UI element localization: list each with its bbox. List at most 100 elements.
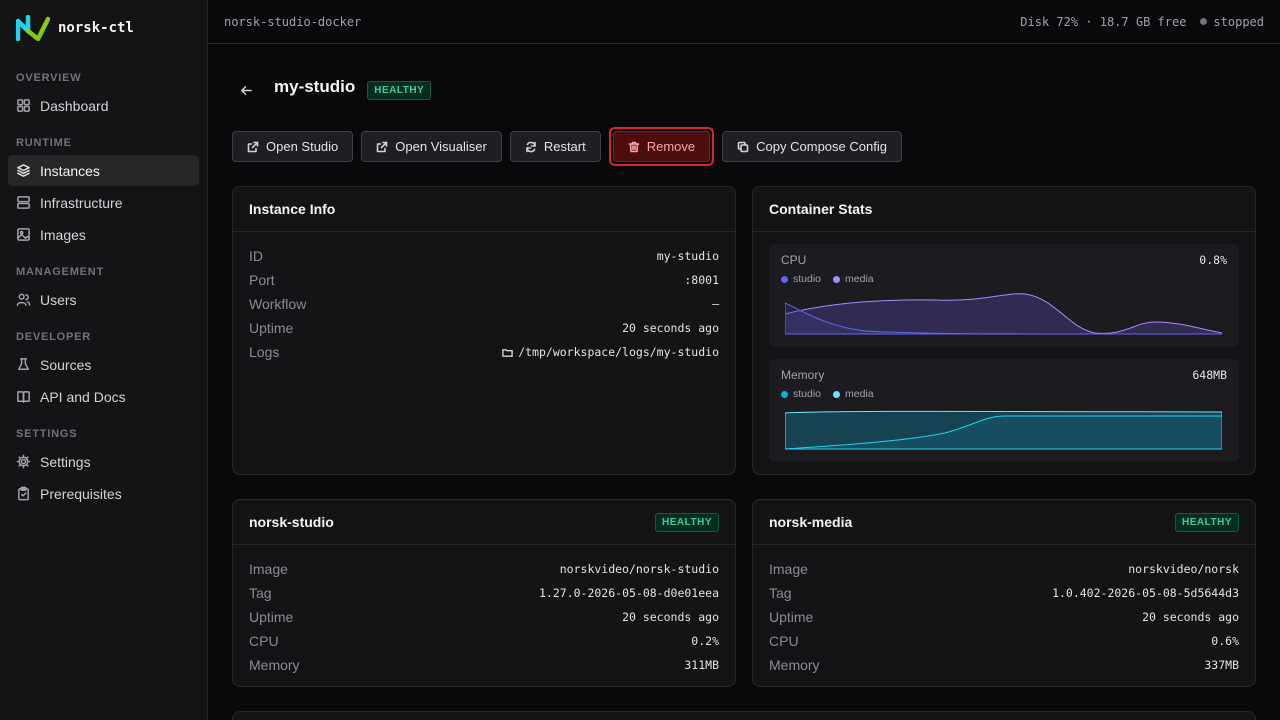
status-badge: HEALTHY — [367, 80, 432, 100]
detail-row: Memory 311MB — [249, 653, 719, 677]
row-key: Logs — [249, 344, 280, 360]
cpu-label: CPU — [781, 253, 807, 267]
nav-heading-management: MANAGEMENT — [16, 266, 105, 278]
legend-label: media — [845, 388, 874, 400]
sidebar-item-settings[interactable]: Settings — [8, 446, 199, 477]
restart-label: Restart — [543, 139, 586, 154]
sidebar-item-label: Sources — [40, 356, 92, 373]
row-key: Tag — [769, 585, 792, 601]
nav-heading-settings: SETTINGS — [16, 428, 78, 440]
open-studio-label: Open Studio — [266, 139, 339, 154]
sidebar-item-label: Instances — [40, 162, 100, 179]
sidebar-item-infrastructure[interactable]: Infrastructure — [8, 187, 199, 218]
info-row-id: ID my-studio — [249, 244, 719, 268]
sidebar-item-instances[interactable]: Instances — [8, 155, 199, 186]
memory-legend: studio media — [781, 388, 874, 400]
memory-sparkline — [785, 410, 1222, 450]
card-title: Instance Info — [249, 201, 336, 217]
open-visualiser-button[interactable]: Open Visualiser — [361, 131, 502, 162]
sidebar-item-label: Settings — [40, 453, 91, 470]
copy-compose-button[interactable]: Copy Compose Config — [722, 131, 902, 162]
row-value: 1.27.0-2026-05-08-d0e01eea — [538, 586, 719, 600]
copy-compose-label: Copy Compose Config — [756, 139, 887, 154]
info-row-logs: Logs /tmp/workspace/logs/my-studio — [249, 340, 719, 364]
cpu-stat-box: CPU 0.8% studio media — [769, 244, 1239, 347]
remove-button[interactable]: Remove — [612, 131, 711, 162]
norsk-media-card: norsk-media HEALTHY Image norskvideo/nors… — [752, 499, 1256, 687]
memory-stat-box: Memory 648MB studio media — [769, 359, 1239, 462]
sidebar-item-api-docs[interactable]: API and Docs — [8, 381, 199, 412]
memory-media-area — [785, 415, 1222, 450]
sidebar-item-sources[interactable]: Sources — [8, 349, 199, 380]
detail-row: Image norskvideo/norsk-studio — [249, 557, 719, 581]
restart-button[interactable]: Restart — [509, 131, 601, 162]
back-button[interactable] — [232, 76, 260, 104]
row-value: 337MB — [1204, 658, 1239, 672]
status-dot-icon — [1200, 18, 1208, 25]
row-value: 20 seconds ago — [622, 610, 719, 624]
memory-studio-area — [785, 410, 1222, 450]
sidebar-item-label: Dashboard — [40, 97, 109, 114]
row-key: Tag — [249, 585, 272, 601]
folder-icon — [502, 348, 513, 357]
status-badge: HEALTHY — [655, 512, 719, 532]
status-badge: HEALTHY — [1175, 512, 1239, 532]
legend-swatch — [781, 275, 788, 283]
cpu-legend: studio media — [781, 273, 874, 285]
sidebar-item-users[interactable]: Users — [8, 284, 199, 315]
row-value: my-studio — [656, 249, 719, 263]
row-value: — — [712, 297, 719, 311]
daemon-status: stopped — [1200, 15, 1264, 29]
detail-row: Tag 1.0.402-2026-05-08-5d5644d3 — [769, 581, 1239, 605]
brand[interactable]: norsk-ctl — [0, 0, 207, 56]
sidebar-item-prerequisites[interactable]: Prerequisites — [8, 478, 199, 509]
row-value: 1.0.402-2026-05-08-5d5644d3 — [1052, 586, 1239, 600]
row-value: 0.2% — [691, 634, 719, 648]
legend-swatch — [781, 390, 788, 398]
sidebar-item-label: Prerequisites — [40, 485, 122, 502]
info-row-workflow: Workflow — — [249, 292, 719, 316]
sidebar-item-images[interactable]: Images — [8, 219, 199, 250]
legend-item-media: media — [833, 388, 874, 400]
row-key: Image — [249, 561, 288, 577]
card-title: norsk-studio — [249, 514, 334, 530]
logs-link[interactable]: /tmp/workspace/logs/my-studio — [502, 345, 719, 359]
external-link-icon — [376, 141, 388, 152]
detail-row: Uptime 20 seconds ago — [249, 605, 719, 629]
next-card — [232, 711, 1256, 720]
logs-path: /tmp/workspace/logs/my-studio — [518, 345, 719, 359]
remove-label: Remove — [646, 139, 696, 154]
row-value: 0.6% — [1211, 634, 1239, 648]
open-visualiser-label: Open Visualiser — [395, 139, 487, 154]
instance-info-card: Instance Info ID my-studio Port:8001 Work… — [232, 186, 736, 475]
info-row-port: Port:8001 — [249, 268, 719, 292]
row-key: Image — [769, 561, 808, 577]
row-key: Uptime — [249, 609, 294, 625]
row-value: 20 seconds ago — [1142, 610, 1239, 624]
detail-row: Memory 337MB — [769, 653, 1239, 677]
sidebar-item-dashboard[interactable]: Dashboard — [8, 90, 199, 121]
sidebar: norsk-ctl OVERVIEW Dashboard RUNTIME Ins… — [0, 0, 208, 720]
page-header: my-studio HEALTHY — [232, 70, 432, 104]
open-studio-button[interactable]: Open Studio — [232, 131, 354, 162]
row-value: norskvideo/norsk-studio — [559, 562, 719, 576]
page-title: my-studio — [274, 77, 356, 96]
users-icon — [16, 293, 31, 306]
detail-row: Image norskvideo/norsk — [769, 557, 1239, 581]
row-key: CPU — [769, 633, 799, 649]
row-value: 20 seconds ago — [622, 321, 719, 335]
row-key: Memory — [769, 657, 820, 673]
row-key: Uptime — [249, 320, 294, 336]
disk-usage: Disk 72% · 18.7 GB free — [1020, 14, 1187, 29]
cpu-value: 0.8% — [1199, 253, 1227, 267]
grid-icon — [17, 99, 30, 112]
sidebar-item-label: API and Docs — [40, 388, 126, 405]
detail-row: CPU 0.6% — [769, 629, 1239, 653]
row-key: Port — [249, 272, 275, 288]
cpu-studio-area — [785, 302, 1222, 335]
server-icon — [17, 196, 30, 209]
book-icon — [17, 391, 30, 403]
main-content: norsk-studio-docker Disk 72% · 18.7 GB f… — [208, 0, 1280, 720]
legend-label: studio — [793, 388, 822, 400]
gear-icon — [16, 454, 31, 469]
